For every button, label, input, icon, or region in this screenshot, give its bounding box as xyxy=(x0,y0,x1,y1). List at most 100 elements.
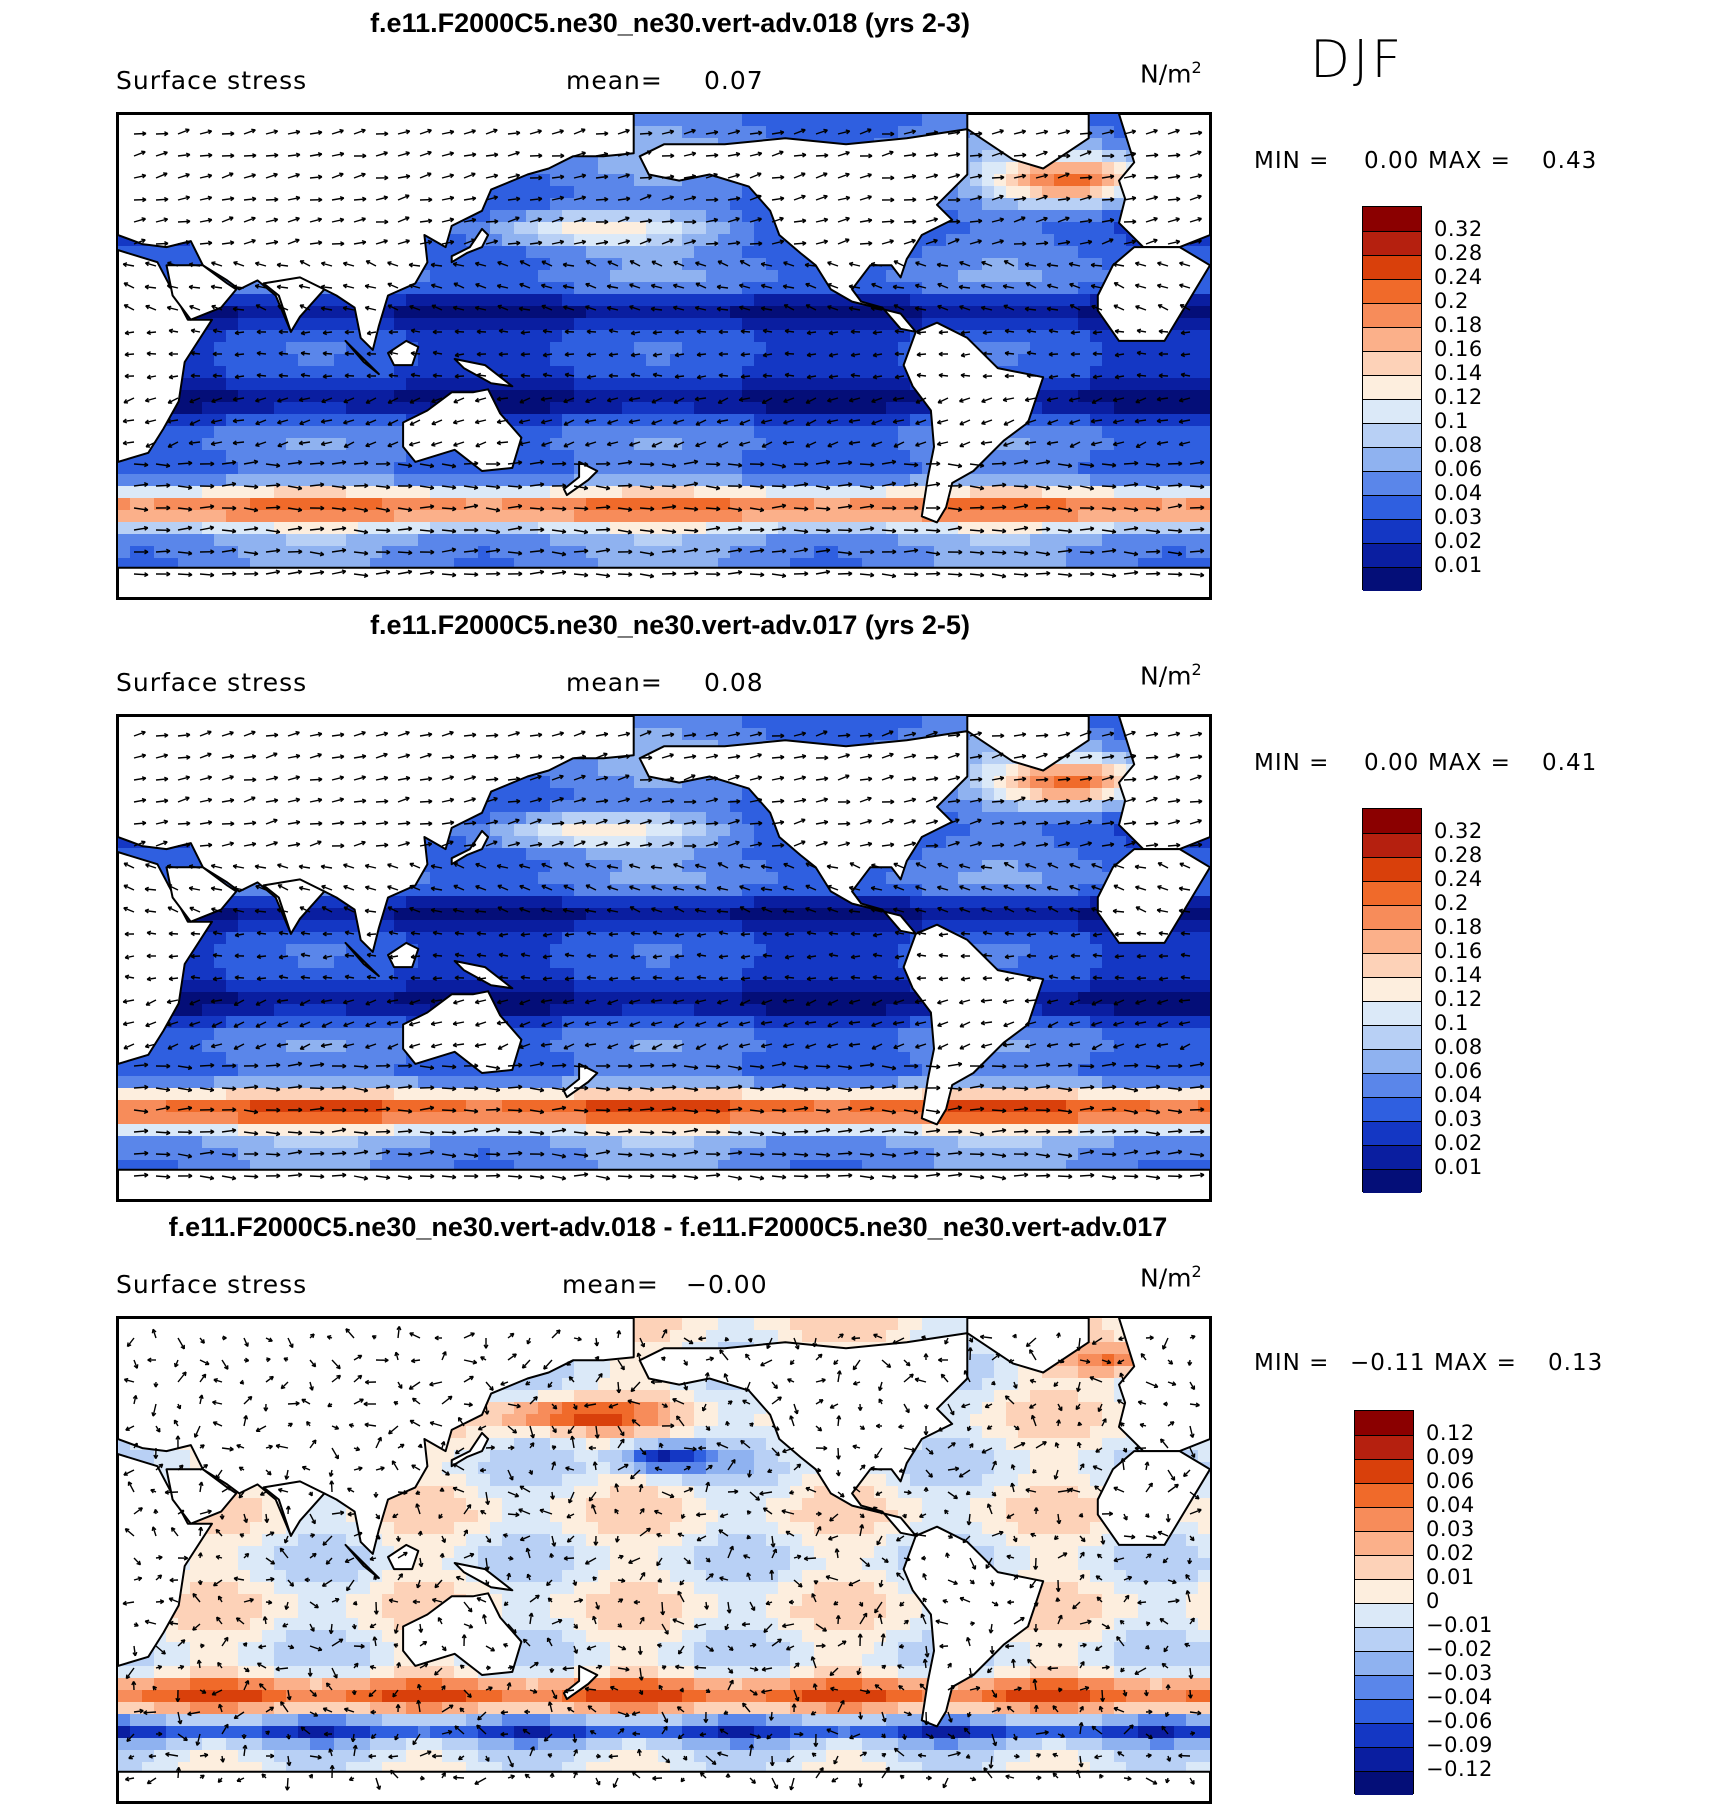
colorbar-label: 0.04 xyxy=(1434,481,1483,505)
panel-2-min-value: 0.00 xyxy=(1364,750,1419,776)
colorbar-box xyxy=(1362,808,1422,1193)
colorbar-label: 0.24 xyxy=(1434,867,1483,891)
colorbar-label: 0.08 xyxy=(1434,1035,1483,1059)
colorbar-swatch xyxy=(1363,1049,1421,1073)
panel-1-title: f.e11.F2000C5.ne30_ne30.vert-adv.018 (yr… xyxy=(0,8,1340,39)
panel-2-max-label: MAX = xyxy=(1428,750,1511,776)
panel-2-variable: Surface stress xyxy=(116,668,307,697)
colorbar-label: 0.32 xyxy=(1434,217,1483,241)
panel-3-map xyxy=(116,1316,1212,1804)
panel-1-map xyxy=(116,112,1212,600)
panel-1-max-label: MAX = xyxy=(1428,148,1511,174)
panel-2-map xyxy=(116,714,1212,1202)
colorbar-swatch xyxy=(1363,857,1421,881)
colorbar-label: 0.06 xyxy=(1434,1059,1483,1083)
colorbar-label: 0.03 xyxy=(1434,505,1483,529)
colorbar-swatch xyxy=(1355,1771,1413,1795)
panel-3-max-label: MAX = xyxy=(1434,1350,1517,1376)
colorbar-label: 0.16 xyxy=(1434,337,1483,361)
colorbar-label: −0.01 xyxy=(1426,1613,1493,1637)
colorbar-label: 0.12 xyxy=(1434,385,1483,409)
panel-3-min-value: −0.11 xyxy=(1350,1350,1425,1376)
panel-2-max-value: 0.41 xyxy=(1542,750,1597,776)
colorbar-label: −0.02 xyxy=(1426,1637,1493,1661)
colorbar-label: 0.1 xyxy=(1434,409,1469,433)
colorbar-swatch xyxy=(1355,1603,1413,1627)
colorbar-swatch xyxy=(1363,1097,1421,1121)
colorbar-swatch xyxy=(1363,543,1421,567)
colorbar-swatch xyxy=(1355,1507,1413,1531)
colorbar-swatch xyxy=(1363,327,1421,351)
panel-1-min-value: 0.00 xyxy=(1364,148,1419,174)
colorbar-label: 0.01 xyxy=(1434,1155,1483,1179)
panel-3-mean-label: mean= xyxy=(562,1270,659,1299)
colorbar-label: 0.01 xyxy=(1426,1565,1475,1589)
colorbar-label: 0.28 xyxy=(1434,843,1483,867)
colorbar-label: 0.14 xyxy=(1434,963,1483,987)
colorbar-swatch xyxy=(1363,953,1421,977)
colorbar-swatch xyxy=(1363,929,1421,953)
colorbar-label: 0.02 xyxy=(1434,529,1483,553)
colorbar-swatch xyxy=(1363,905,1421,929)
panel-1-mean-value: 0.07 xyxy=(704,66,764,95)
colorbar-swatch xyxy=(1363,1073,1421,1097)
colorbar-label: 0.1 xyxy=(1434,1011,1469,1035)
colorbar-label: 0.14 xyxy=(1434,361,1483,385)
colorbar-label: 0.09 xyxy=(1426,1445,1475,1469)
colorbar-label: 0.03 xyxy=(1426,1517,1475,1541)
colorbar-swatch xyxy=(1363,809,1421,833)
panel-2-units: N/m2 xyxy=(1140,660,1202,690)
colorbar-label: 0.2 xyxy=(1434,289,1469,313)
colorbar-swatch xyxy=(1355,1459,1413,1483)
colorbar-label: −0.09 xyxy=(1426,1733,1493,1757)
panel-3-mean-value: −0.00 xyxy=(686,1270,768,1299)
colorbar-swatch xyxy=(1363,519,1421,543)
panel-2-mean-value: 0.08 xyxy=(704,668,764,697)
colorbar-label: −0.04 xyxy=(1426,1685,1493,1709)
colorbar-swatch xyxy=(1355,1483,1413,1507)
colorbar-swatch xyxy=(1363,447,1421,471)
colorbar-swatch xyxy=(1363,495,1421,519)
colorbar-swatch xyxy=(1363,1121,1421,1145)
panel-1-units: N/m2 xyxy=(1140,58,1202,88)
colorbar-swatch xyxy=(1355,1699,1413,1723)
colorbar-swatch xyxy=(1355,1531,1413,1555)
colorbar-swatch xyxy=(1355,1411,1413,1435)
colorbar-swatch xyxy=(1363,207,1421,231)
colorbar-box xyxy=(1354,1410,1414,1795)
colorbar-label: 0.01 xyxy=(1434,553,1483,577)
panel-1-mean-label: mean= xyxy=(566,66,663,95)
colorbar-swatch xyxy=(1355,1579,1413,1603)
colorbar-swatch xyxy=(1363,1001,1421,1025)
colorbar-swatch xyxy=(1363,567,1421,591)
colorbar-label: 0 xyxy=(1426,1589,1440,1613)
colorbar-swatch xyxy=(1355,1435,1413,1459)
colorbar-label: 0.12 xyxy=(1426,1421,1475,1445)
colorbar-label: 0.08 xyxy=(1434,433,1483,457)
colorbar-swatch xyxy=(1363,375,1421,399)
colorbar-swatch xyxy=(1363,399,1421,423)
colorbar-label: −0.03 xyxy=(1426,1661,1493,1685)
colorbar-swatch xyxy=(1363,255,1421,279)
colorbar-swatch xyxy=(1363,1145,1421,1169)
colorbar-swatch xyxy=(1363,471,1421,495)
colorbar-label: 0.04 xyxy=(1426,1493,1475,1517)
panel-1-min-label: MIN = xyxy=(1254,148,1329,174)
colorbar-swatch xyxy=(1363,423,1421,447)
panel-3-max-value: 0.13 xyxy=(1548,1350,1603,1376)
panel-1-max-value: 0.43 xyxy=(1542,148,1597,174)
colorbar-swatch xyxy=(1355,1747,1413,1771)
colorbar-label: 0.06 xyxy=(1434,457,1483,481)
colorbar-swatch xyxy=(1355,1723,1413,1747)
colorbar-swatch xyxy=(1363,881,1421,905)
colorbar-label: 0.24 xyxy=(1434,265,1483,289)
colorbar-swatch xyxy=(1355,1627,1413,1651)
colorbar-swatch xyxy=(1355,1675,1413,1699)
colorbar-label: 0.16 xyxy=(1434,939,1483,963)
colorbar-label: −0.06 xyxy=(1426,1709,1493,1733)
season-label: DJF xyxy=(1310,30,1404,90)
panel-3-title: f.e11.F2000C5.ne30_ne30.vert-adv.018 - f… xyxy=(108,1212,1228,1243)
colorbar-label: 0.32 xyxy=(1434,819,1483,843)
colorbar-swatch xyxy=(1363,279,1421,303)
panel-3-units: N/m2 xyxy=(1140,1262,1202,1292)
